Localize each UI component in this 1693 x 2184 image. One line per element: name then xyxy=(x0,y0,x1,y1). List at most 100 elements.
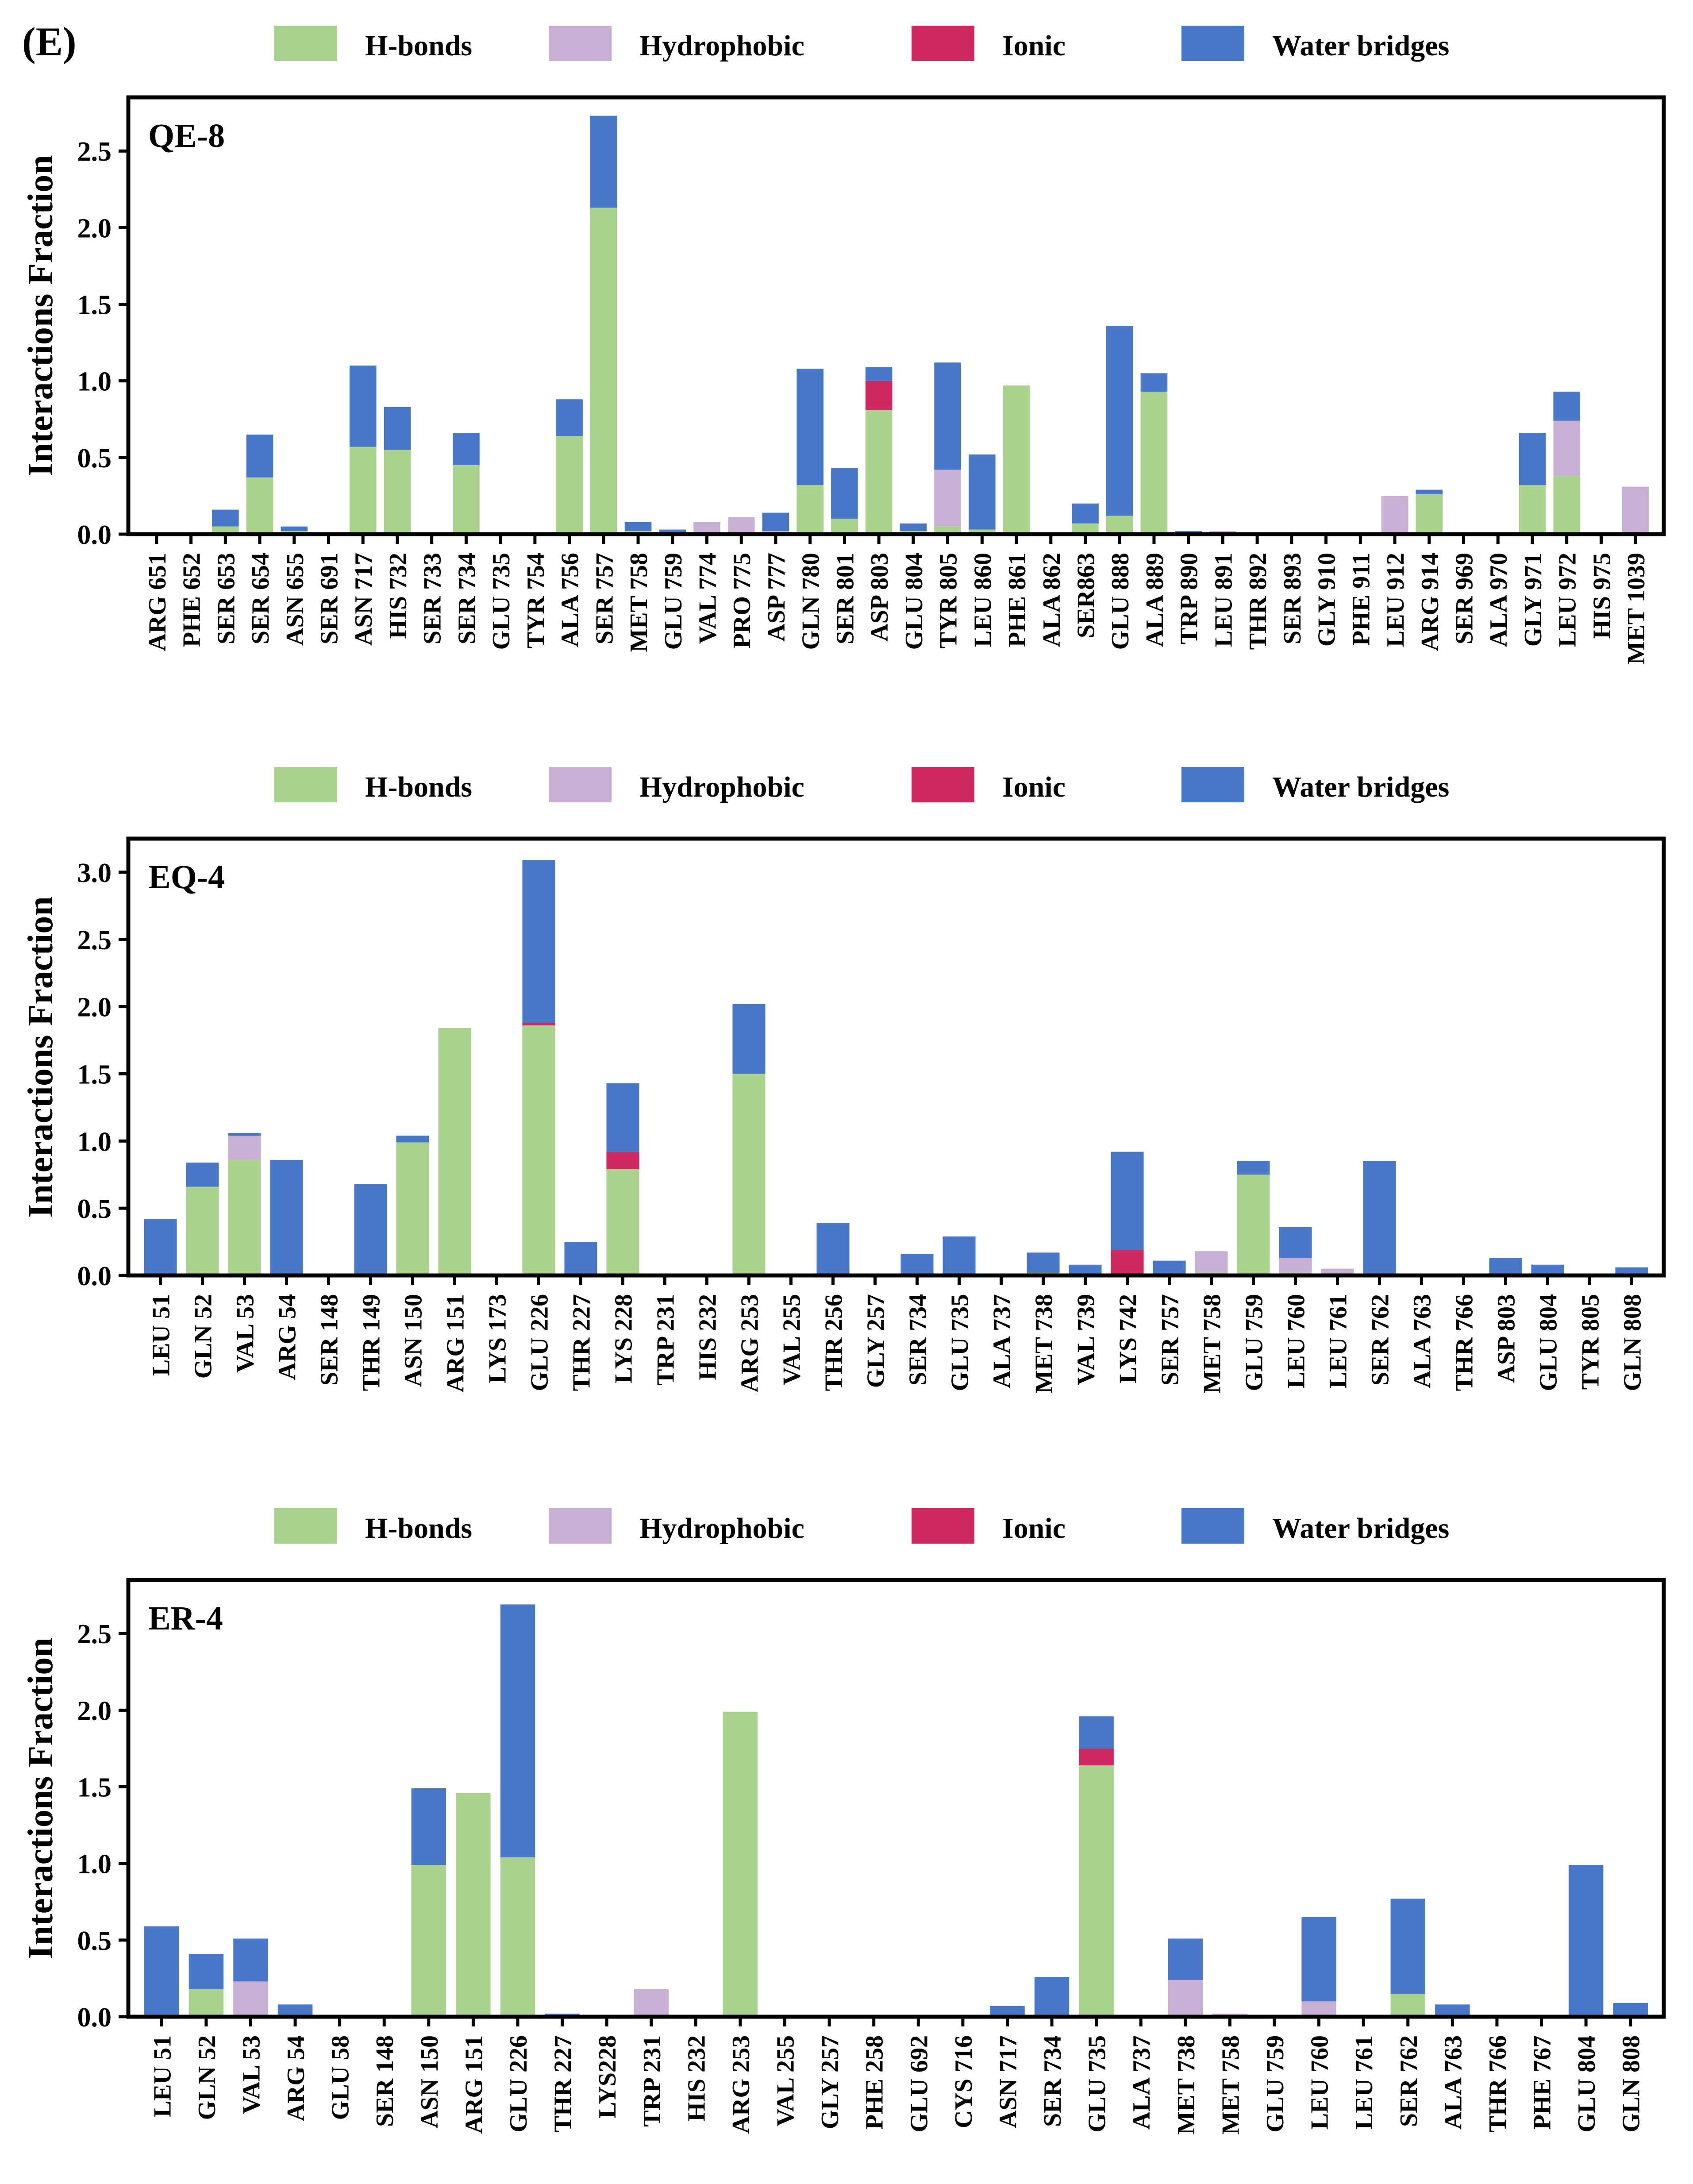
bar-segment-water-bridges xyxy=(1034,1976,1070,2017)
bar-segment-water-bridges xyxy=(796,368,823,485)
bar-segment-h-bonds xyxy=(1079,1765,1114,2017)
x-tick-label: SER 653 xyxy=(212,553,240,644)
x-tick-label: TRP 890 xyxy=(1176,553,1203,644)
x-tick-label: ALA 970 xyxy=(1485,553,1512,647)
x-tick-label: SER 734 xyxy=(453,553,481,644)
x-tick-label: ALA 756 xyxy=(557,553,584,647)
legend-label-hp: Hydrophobic xyxy=(639,30,804,62)
bar-segment-h-bonds xyxy=(1003,385,1030,534)
bar-segment-water-bridges xyxy=(1435,2004,1470,2017)
legend-label-io: Ionic xyxy=(1002,30,1066,62)
legend-label-io: Ionic xyxy=(1002,1512,1066,1545)
y-tick-label: 2.0 xyxy=(77,1696,112,1726)
chart-panel-3: H-bonds Hydrophobic Ionic Water bridges 0.0 0… xyxy=(21,1508,1666,2135)
bar-segment-water-bridges xyxy=(943,1236,976,1275)
x-tick-label: SER 757 xyxy=(591,553,618,644)
y-tick-label: 2.0 xyxy=(77,213,112,243)
bar-segment-h-bonds xyxy=(453,465,480,534)
x-tick-label: ALA 737 xyxy=(1128,2035,1155,2130)
x-tick-label: ARG 54 xyxy=(274,1294,301,1380)
bar-segment-h-bonds xyxy=(1519,485,1546,534)
x-tick-label: GLN 52 xyxy=(190,1294,217,1379)
bar-segment-hydrophobic xyxy=(1195,1251,1228,1273)
x-tick-label: MET 738 xyxy=(1173,2035,1200,2135)
x-tick-label: ASN 717 xyxy=(350,553,377,646)
x-tick-label: HIS 232 xyxy=(694,1294,722,1380)
bar-segment-water-bridges xyxy=(1568,1865,1604,2017)
x-tick-label: SER 733 xyxy=(419,553,446,644)
bar-segment-h-bonds xyxy=(1390,1994,1425,2017)
x-tick-label: SER 893 xyxy=(1279,553,1306,644)
bar-segment-hydrophobic xyxy=(1381,496,1408,534)
x-tick-label: GLU 804 xyxy=(1573,2035,1601,2132)
bar-segment-water-bridges xyxy=(969,454,996,530)
bar-segment-h-bonds xyxy=(246,477,273,534)
x-tick-label: LYS228 xyxy=(594,2035,621,2119)
bar-segment-water-bridges xyxy=(762,512,789,532)
legend-label-hp: Hydrophobic xyxy=(639,771,804,803)
chart-title: EQ-4 xyxy=(148,859,225,896)
x-tick-label: ASN 655 xyxy=(281,553,309,646)
x-tick-label: PHE 861 xyxy=(1004,553,1031,647)
x-tick-label: GLN 780 xyxy=(797,553,825,650)
x-tick-label: SER 734 xyxy=(904,1294,932,1386)
bar-segment-h-bonds xyxy=(590,208,617,534)
bar-segment-h-bonds xyxy=(1106,516,1133,534)
x-tick-label: ARG 253 xyxy=(727,2035,755,2134)
y-tick-label: 0.0 xyxy=(77,2003,112,2033)
bar-segment-h-bonds xyxy=(189,1989,224,2017)
x-tick-label: ARG 151 xyxy=(460,2035,488,2134)
bar-segment-water-bridges xyxy=(590,116,617,208)
bar-segment-h-bonds xyxy=(969,529,996,534)
x-tick-label: THR 256 xyxy=(820,1294,848,1391)
x-tick-label: GLY 910 xyxy=(1313,553,1341,647)
bar-segment-water-bridges xyxy=(624,522,652,532)
bar-segment-water-bridges xyxy=(246,434,273,478)
bar-segment-water-bridges xyxy=(1489,1258,1522,1275)
x-tick-label: LEU 760 xyxy=(1306,2035,1334,2130)
bar-segment-hydrophobic xyxy=(693,522,720,534)
bar-segment-water-bridges xyxy=(277,2004,313,2017)
bar-segment-water-bridges xyxy=(411,1788,446,1865)
bar-segment-h-bonds xyxy=(865,410,893,534)
bar-segment-h-bonds xyxy=(456,1793,491,2017)
x-tick-label: ASP 777 xyxy=(763,553,790,642)
x-tick-label: ASN 150 xyxy=(400,1294,427,1387)
bar-segment-water-bridges xyxy=(1111,1152,1144,1250)
x-tick-label: HIS 232 xyxy=(683,2035,710,2122)
x-tick-label: ASP 803 xyxy=(1493,1294,1520,1383)
x-tick-label: VAL 53 xyxy=(238,2035,265,2114)
bar-segment-h-bonds xyxy=(349,447,377,534)
bar-segment-water-bridges xyxy=(1519,433,1546,485)
bar-segment-water-bridges xyxy=(1390,1899,1425,1994)
x-tick-label: ARG 914 xyxy=(1416,553,1444,651)
x-tick-label: THR 766 xyxy=(1451,1294,1478,1391)
bar-segment-water-bridges xyxy=(522,860,555,1023)
bar-segment-h-bonds xyxy=(1237,1175,1270,1275)
bar-segment-h-bonds xyxy=(228,1159,261,1275)
bar-segment-water-bridges xyxy=(500,1604,535,1857)
y-axis-label: Interactions Fraction xyxy=(21,155,60,477)
x-tick-label: TRP 231 xyxy=(652,1294,680,1386)
bar-segment-h-bonds xyxy=(411,1865,446,2017)
x-tick-label: ALA 737 xyxy=(989,1294,1016,1388)
legend-label-hb: H-bonds xyxy=(365,1512,472,1545)
x-tick-label: VAL 739 xyxy=(1073,1294,1100,1385)
bar-segment-ionic xyxy=(1079,1748,1114,1766)
y-tick-label: 1.5 xyxy=(77,1059,112,1090)
x-tick-label: PRO 775 xyxy=(728,553,756,648)
plot-frame xyxy=(126,836,1666,1278)
x-tick-label: GLU 804 xyxy=(900,553,928,650)
bar-segment-ionic xyxy=(606,1152,639,1170)
y-tick-label: 2.5 xyxy=(77,137,112,167)
legend: H-bonds Hydrophobic Ionic Water bridges xyxy=(274,767,1449,803)
bar-segment-h-bonds xyxy=(500,1857,535,2017)
bar-segment-hydrophobic xyxy=(727,517,755,534)
bar-segment-h-bonds xyxy=(186,1186,219,1275)
bar-segment-water-bridges xyxy=(1079,1716,1114,1749)
bar-segment-h-bonds xyxy=(796,485,823,534)
x-tick-label: GLU 692 xyxy=(905,2035,933,2132)
bar-segment-water-bridges xyxy=(186,1162,219,1187)
bar-segment-hydrophobic xyxy=(1301,2001,1336,2017)
bar-segment-water-bridges xyxy=(1553,391,1580,421)
